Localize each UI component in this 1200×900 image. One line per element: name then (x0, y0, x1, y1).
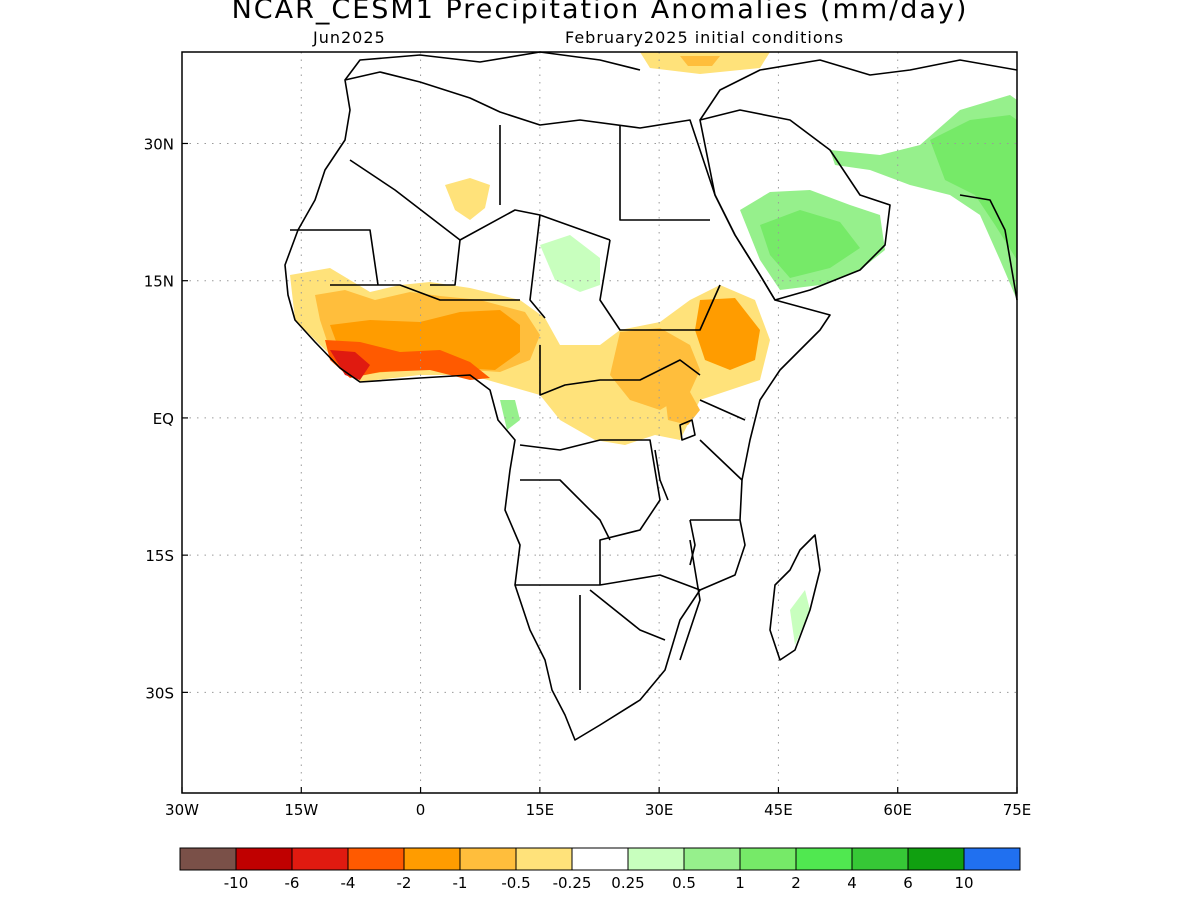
colorbar-label: -2 (397, 874, 412, 892)
border-west-africa (290, 229, 520, 301)
border-mozambique (679, 539, 701, 661)
border-sudan (599, 239, 721, 331)
colorbar-label: -0.25 (553, 874, 592, 892)
longitude-ticks: 30W 15W 0 15E 30E 45E 60E 75E (165, 787, 1031, 819)
anomaly-guinea-coast (330, 350, 370, 380)
anomaly-arabia-green-core (760, 210, 860, 278)
map-frame (181, 51, 1018, 794)
map-title: NCAR_CESM1 Precipitation Anomalies (mm/d… (231, 0, 969, 25)
colorbar-label: 6 (903, 874, 913, 892)
lon-tick-label: 45E (764, 801, 793, 819)
border-libya-egypt (499, 125, 710, 221)
colorbar-swatch (515, 847, 573, 871)
colorbar-swatch (627, 847, 685, 871)
colorbar-label: 1 (735, 874, 745, 892)
border-chad-niger (430, 214, 546, 319)
border-central (539, 345, 701, 396)
colorbar-swatch (459, 847, 517, 871)
border-drc (519, 439, 661, 585)
anomaly-gabon-green (500, 400, 520, 430)
colorbar-swatch (571, 847, 629, 871)
anomaly-sudan-green (540, 235, 600, 292)
lat-tick-label: 15N (144, 273, 174, 291)
colorbar-label: 2 (791, 874, 801, 892)
anomaly-pakistan-green (930, 115, 1017, 260)
lon-tick-label: 60E (883, 801, 912, 819)
asia-coastline (699, 59, 1018, 121)
mediterranean-coast (344, 51, 641, 81)
latitude-ticks: 30N 15N EQ 15S 30S (144, 135, 188, 702)
colorbar-swatch (851, 847, 909, 871)
colorbar-swatch (291, 847, 349, 871)
colorbar-swatch (347, 847, 405, 871)
lake-tanganyika (654, 449, 669, 501)
lake-victoria (679, 419, 696, 441)
colorbar-swatch (963, 847, 1021, 871)
colorbar-swatch (179, 847, 237, 871)
lake-malawi (689, 519, 696, 566)
colorbar: -10 -6 -4 -2 -1 -0.5 -0.25 0.25 0.5 1 2 4 6 10 (179, 847, 1021, 892)
colorbar-label: 0.25 (611, 874, 644, 892)
madagascar-coastline (769, 534, 821, 661)
lon-tick-label: 15W (284, 801, 318, 819)
initial-conditions: February2025 initial conditions (565, 28, 845, 47)
colorbar-label: 0.5 (672, 874, 696, 892)
lat-tick-label: EQ (153, 410, 174, 428)
border-east-africa (690, 399, 746, 521)
colorbar-swatch (795, 847, 853, 871)
colorbar-label: -0.5 (501, 874, 530, 892)
anomaly-ethiopia (695, 298, 760, 370)
coastlines-and-borders (284, 51, 1018, 741)
border-angola (520, 479, 611, 541)
forecast-month: Jun2025 (313, 28, 386, 47)
lon-tick-label: 30E (645, 801, 674, 819)
colorbar-label: -4 (341, 874, 356, 892)
anomaly-great-lakes (665, 392, 700, 425)
africa-coastline (284, 71, 831, 741)
lat-tick-label: 30N (144, 135, 174, 153)
colorbar-label: -10 (224, 874, 249, 892)
arabia-coastline (699, 109, 891, 301)
border-southern (515, 574, 701, 690)
india-coastline (959, 194, 1018, 301)
colorbar-swatch (683, 847, 741, 871)
colorbar-swatch (235, 847, 293, 871)
anomaly-shading (290, 52, 1017, 645)
colorbar-swatch (403, 847, 461, 871)
border-sahara-algeria (349, 159, 611, 241)
anomaly-central (610, 328, 700, 410)
lon-tick-label: 75E (1003, 801, 1032, 819)
colorbar-label: 10 (954, 874, 973, 892)
lon-tick-label: 30W (165, 801, 199, 819)
colorbar-label: -1 (453, 874, 468, 892)
colorbar-swatch (907, 847, 965, 871)
colorbar-label: 4 (847, 874, 857, 892)
lon-tick-label: 15E (526, 801, 555, 819)
colorbar-label: -6 (285, 874, 300, 892)
anomaly-sahara (445, 178, 490, 220)
anomaly-north-orange-core (680, 56, 720, 66)
lat-tick-label: 30S (145, 684, 174, 702)
lon-tick-label: 0 (416, 801, 426, 819)
anomaly-madagascar-green (790, 590, 810, 645)
colorbar-swatch (739, 847, 797, 871)
lat-tick-label: 15S (145, 547, 174, 565)
